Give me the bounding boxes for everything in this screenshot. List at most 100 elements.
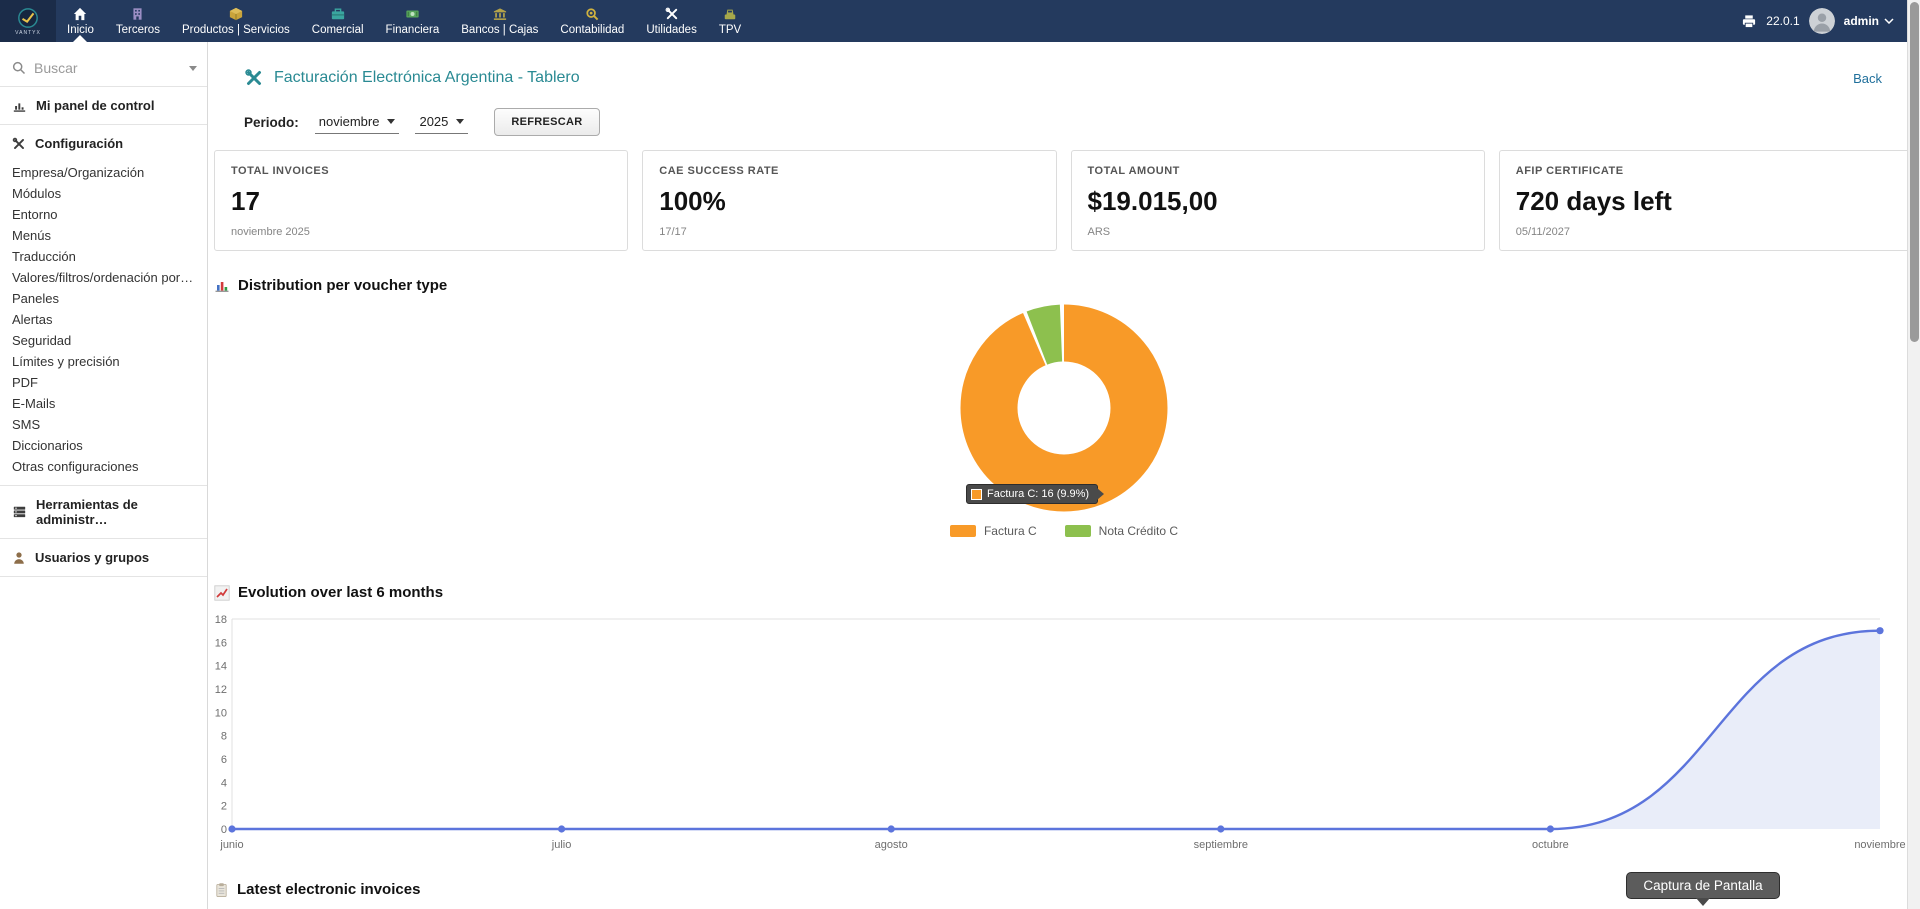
kpi-card-cae-success-rate: CAE SUCCESS RATE 100% 17/17 <box>642 150 1056 251</box>
magnifier-coin-icon <box>585 7 599 21</box>
section-title-text: Latest electronic invoices <box>237 881 420 898</box>
clipboard-icon <box>214 882 229 898</box>
active-menu-indicator <box>73 35 87 42</box>
kpi-card-total-amount: TOTAL AMOUNT $19.015,00 ARS <box>1071 150 1485 251</box>
donut-section-title: Distribution per voucher type <box>214 277 1920 294</box>
nav-item-productos-servicios[interactable]: Productos | Servicios <box>171 0 301 42</box>
sidebar-item-emails[interactable]: E-Mails <box>0 393 207 414</box>
svg-text:12: 12 <box>215 684 227 696</box>
kpi-value: $19.015,00 <box>1088 186 1468 217</box>
page-scrollbar[interactable] <box>1907 0 1920 909</box>
legend-swatch <box>950 525 976 537</box>
sidebar-section-label: Configuración <box>35 136 123 151</box>
tools-icon <box>665 7 679 21</box>
nav-item-financiera[interactable]: Financiera <box>375 0 451 42</box>
nav-item-contabilidad[interactable]: Contabilidad <box>549 0 635 42</box>
sidebar-item-pdf[interactable]: PDF <box>0 372 207 393</box>
user-icon <box>12 551 26 565</box>
svg-text:14: 14 <box>215 661 227 673</box>
briefcase-icon <box>331 7 345 21</box>
donut-chart[interactable] <box>958 302 1170 514</box>
tooltip-text: Factura C: 16 (9.9%) <box>987 488 1089 500</box>
sidebar-section-herramientas[interactable]: Herramientas de administr… <box>0 486 207 538</box>
building-icon <box>131 7 144 21</box>
sidebar-item-traduccion[interactable]: Traducción <box>0 246 207 267</box>
app-logo[interactable]: VANTYX <box>0 0 56 42</box>
nav-label: Financiera <box>386 24 440 36</box>
legend-label: Nota Crédito C <box>1099 524 1178 538</box>
user-menu[interactable]: admin <box>1844 14 1894 28</box>
sidebar-item-otras-configuraciones[interactable]: Otras configuraciones <box>0 456 207 477</box>
screenshot-tooltip-text: Captura de Pantalla <box>1643 878 1762 893</box>
line-chart[interactable]: 024681012141618juniojulioagostoseptiembr… <box>216 611 1888 855</box>
refresh-button[interactable]: REFRESCAR <box>494 108 599 136</box>
month-select[interactable]: noviembre <box>315 111 400 134</box>
main-menu: Inicio Terceros Productos | Servicios Co… <box>56 0 752 42</box>
sidebar-item-empresa[interactable]: Empresa/Organización <box>0 162 207 183</box>
sidebar-item-diccionarios[interactable]: Diccionarios <box>0 435 207 456</box>
kpi-subtext: ARS <box>1088 226 1468 238</box>
sidebar-item-paneles[interactable]: Paneles <box>0 288 207 309</box>
svg-text:18: 18 <box>215 614 227 626</box>
search-input[interactable] <box>34 60 181 76</box>
sidebar-section-configuracion[interactable]: Configuración <box>0 125 207 162</box>
section-title-text: Evolution over last 6 months <box>238 584 443 601</box>
nav-item-terceros[interactable]: Terceros <box>105 0 171 42</box>
chevron-down-icon <box>387 119 395 124</box>
page-title-text: Facturación Electrónica Argentina - Tabl… <box>274 69 580 87</box>
search-icon <box>12 61 26 75</box>
year-select-value: 2025 <box>419 114 448 129</box>
nav-label: Comercial <box>312 24 364 36</box>
banknote-icon <box>405 7 420 21</box>
nav-item-comercial[interactable]: Comercial <box>301 0 375 42</box>
kpi-value: 17 <box>231 186 611 217</box>
svg-text:6: 6 <box>221 754 227 766</box>
nav-item-tpv[interactable]: TPV <box>708 0 752 42</box>
legend-item-nota-credito-c[interactable]: Nota Crédito C <box>1065 524 1178 538</box>
kpi-label: TOTAL AMOUNT <box>1088 165 1468 177</box>
section-title-text: Distribution per voucher type <box>238 277 447 294</box>
nav-item-bancos-cajas[interactable]: Bancos | Cajas <box>450 0 549 42</box>
package-icon <box>229 7 243 21</box>
kpi-card-afip-certificate: AFIP CERTIFICATE 720 days left 05/11/202… <box>1499 150 1913 251</box>
back-link[interactable]: Back <box>1853 71 1882 86</box>
sidebar-item-dashboard[interactable]: Mi panel de control <box>0 87 207 124</box>
year-select[interactable]: 2025 <box>415 111 468 134</box>
sidebar-item-menus[interactable]: Menús <box>0 225 207 246</box>
sidebar-item-seguridad[interactable]: Seguridad <box>0 330 207 351</box>
legend-label: Factura C <box>984 524 1037 538</box>
svg-text:octubre: octubre <box>1532 839 1569 851</box>
search-dropdown-caret[interactable] <box>189 66 197 71</box>
nav-item-utilidades[interactable]: Utilidades <box>635 0 708 42</box>
sidebar-section-usuarios[interactable]: Usuarios y grupos <box>0 539 207 576</box>
donut-tooltip: Factura C: 16 (9.9%) <box>966 484 1098 504</box>
svg-text:agosto: agosto <box>875 839 908 851</box>
page-title: Facturación Electrónica Argentina - Tabl… <box>244 68 580 88</box>
voucher-donut-chart: Factura C: 16 (9.9%) Factura C Nota Créd… <box>208 302 1920 558</box>
sidebar-item-limites-precision[interactable]: Límites y precisión <box>0 351 207 372</box>
version-label: 22.0.1 <box>1766 14 1799 28</box>
kpi-subtext: 05/11/2027 <box>1516 226 1896 238</box>
legend-item-factura-c[interactable]: Factura C <box>950 524 1037 538</box>
svg-text:septiembre: septiembre <box>1194 839 1248 851</box>
kpi-card-total-invoices: TOTAL INVOICES 17 noviembre 2025 <box>214 150 628 251</box>
donut-legend: Factura C Nota Crédito C <box>208 524 1920 538</box>
sidebar-item-label: Mi panel de control <box>36 98 154 113</box>
print-icon[interactable] <box>1741 14 1757 29</box>
avatar[interactable] <box>1809 8 1835 34</box>
home-icon <box>73 7 87 21</box>
sidebar-item-valores-filtros[interactable]: Valores/filtros/ordenación por def… <box>0 267 207 288</box>
sidebar-item-alertas[interactable]: Alertas <box>0 309 207 330</box>
sidebar-item-entorno[interactable]: Entorno <box>0 204 207 225</box>
chevron-down-icon <box>456 119 464 124</box>
nav-label: Bancos | Cajas <box>461 24 538 36</box>
scrollbar-thumb[interactable] <box>1910 2 1919 342</box>
nav-item-inicio[interactable]: Inicio <box>56 0 105 42</box>
sidebar-item-sms[interactable]: SMS <box>0 414 207 435</box>
brand-text: VANTYX <box>15 30 41 36</box>
sidebar: Mi panel de control Configuración Empres… <box>0 42 208 909</box>
svg-text:10: 10 <box>215 707 227 719</box>
kpi-label: CAE SUCCESS RATE <box>659 165 1039 177</box>
tools-icon <box>12 137 26 151</box>
sidebar-item-modulos[interactable]: Módulos <box>0 183 207 204</box>
